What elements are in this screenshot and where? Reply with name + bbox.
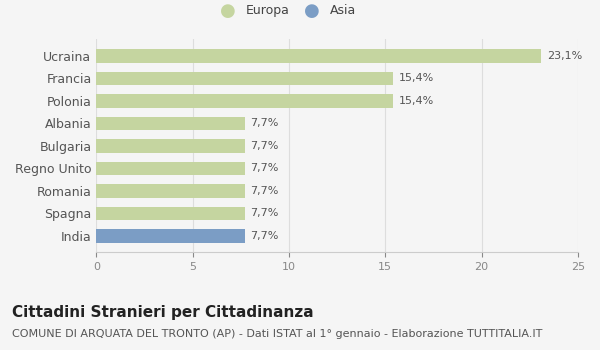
Text: COMUNE DI ARQUATA DEL TRONTO (AP) - Dati ISTAT al 1° gennaio - Elaborazione TUTT: COMUNE DI ARQUATA DEL TRONTO (AP) - Dati… xyxy=(12,329,542,339)
Bar xyxy=(97,229,245,243)
Bar xyxy=(97,117,245,130)
Text: 7,7%: 7,7% xyxy=(250,186,279,196)
Bar xyxy=(97,162,245,175)
Text: 23,1%: 23,1% xyxy=(547,51,583,61)
Bar xyxy=(97,206,245,220)
Text: 7,7%: 7,7% xyxy=(250,208,279,218)
Text: Cittadini Stranieri per Cittadinanza: Cittadini Stranieri per Cittadinanza xyxy=(12,304,314,320)
Text: 7,7%: 7,7% xyxy=(250,231,279,241)
Bar xyxy=(97,94,393,108)
Bar xyxy=(97,72,393,85)
Text: ●: ● xyxy=(220,1,236,20)
Bar xyxy=(97,139,245,153)
Bar xyxy=(97,49,541,63)
Text: Asia: Asia xyxy=(330,4,356,17)
Text: 7,7%: 7,7% xyxy=(250,141,279,151)
Text: 15,4%: 15,4% xyxy=(399,96,434,106)
Text: 7,7%: 7,7% xyxy=(250,118,279,128)
Text: Europa: Europa xyxy=(246,4,290,17)
Bar xyxy=(97,184,245,198)
Text: ●: ● xyxy=(304,1,320,20)
Text: 15,4%: 15,4% xyxy=(399,74,434,83)
Text: 7,7%: 7,7% xyxy=(250,163,279,173)
